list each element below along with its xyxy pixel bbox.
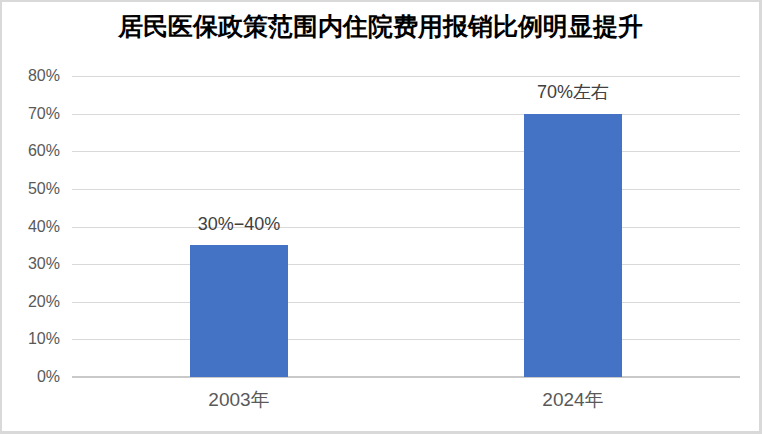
gridline-60 [72, 151, 740, 152]
gridline-10 [72, 339, 740, 340]
x-tick-label-2024年: 2024年 [542, 387, 603, 413]
y-tick-label-30: 30% [28, 255, 60, 273]
chart-title: 居民医保政策范围内住院费用报销比例明显提升 [2, 10, 759, 43]
bar-2024年 [524, 114, 622, 377]
gridline-50 [72, 189, 740, 190]
gridline-40 [72, 227, 740, 228]
plot-area: 0%10%20%30%40%50%60%70%80%30%−40%2003年70… [72, 76, 740, 377]
gridline-70 [72, 114, 740, 115]
chart-card: 居民医保政策范围内住院费用报销比例明显提升 0%10%20%30%40%50%6… [0, 0, 762, 434]
data-label-2003年: 30%−40% [198, 214, 281, 235]
y-tick-label-50: 50% [28, 180, 60, 198]
bar-2003年 [190, 245, 288, 377]
y-tick-label-60: 60% [28, 142, 60, 160]
gridline-30 [72, 264, 740, 265]
gridline-20 [72, 302, 740, 303]
y-tick-label-10: 10% [28, 330, 60, 348]
y-tick-label-20: 20% [28, 293, 60, 311]
y-tick-label-40: 40% [28, 218, 60, 236]
y-tick-label-0: 0% [37, 368, 60, 386]
gridline-80 [72, 76, 740, 77]
data-label-2024年: 70%左右 [537, 80, 609, 104]
x-tick-label-2003年: 2003年 [208, 387, 269, 413]
x-axis-line [72, 376, 740, 378]
y-tick-label-70: 70% [28, 105, 60, 123]
y-tick-label-80: 80% [28, 67, 60, 85]
